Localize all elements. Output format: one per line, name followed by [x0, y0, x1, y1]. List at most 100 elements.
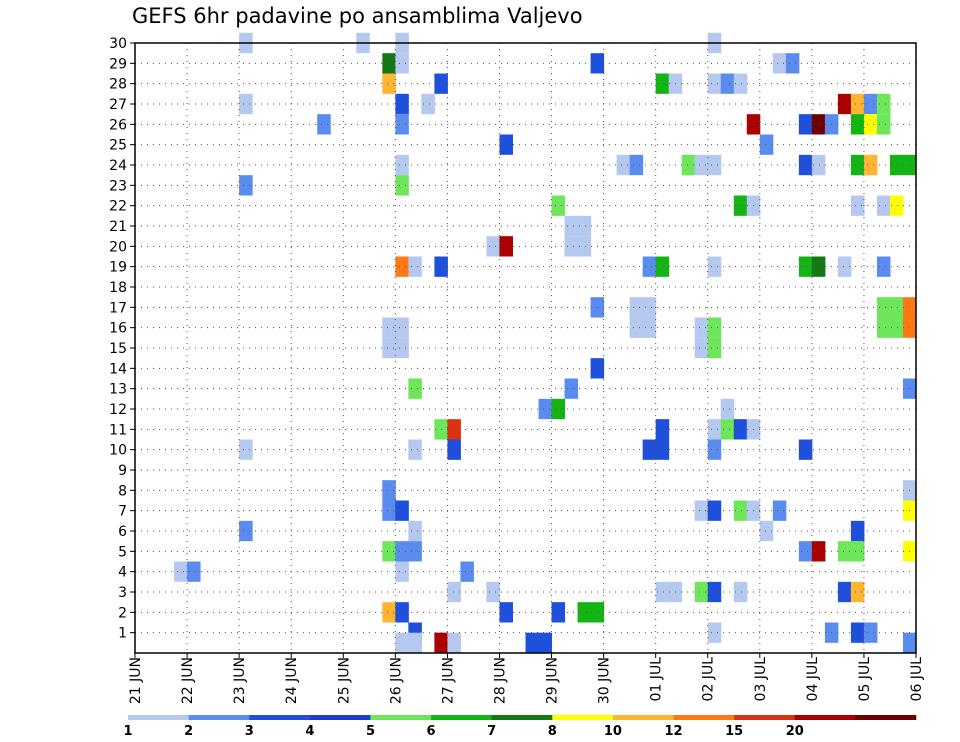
data-cell: [382, 602, 396, 623]
data-cell: [408, 541, 422, 562]
data-cell: [447, 632, 461, 653]
x-tick-label: 26 JUN: [388, 657, 404, 704]
data-cell: [395, 632, 409, 653]
y-tick-label: 3: [118, 585, 127, 601]
colorbar-label: 10: [604, 724, 622, 739]
y-tick-label: 2: [118, 605, 127, 621]
data-cell: [707, 581, 722, 603]
data-cell: [577, 602, 592, 623]
data-cell: [616, 154, 631, 176]
data-cell: [382, 317, 396, 338]
y-tick-label: 14: [109, 361, 127, 377]
data-cell: [837, 256, 852, 277]
data-cell: [499, 134, 513, 155]
data-cell: [850, 520, 865, 542]
data-cell: [486, 236, 500, 257]
data-cell: [564, 236, 579, 257]
x-tick-label: 22 JUN: [180, 657, 196, 704]
data-cell: [694, 581, 709, 603]
y-tick-label: 26: [109, 117, 127, 133]
y-tick-label: 6: [118, 524, 127, 540]
data-cell: [681, 154, 696, 176]
data-cell: [889, 297, 904, 318]
data-cell: [655, 581, 670, 603]
colorbar-label: 15: [725, 724, 743, 739]
data-cell: [577, 215, 592, 237]
x-tick-label: 03 JUL: [753, 657, 769, 702]
data-cell: [733, 419, 748, 440]
x-tick-label: 05 JUL: [857, 657, 873, 702]
data-cell: [876, 297, 891, 318]
data-cell: [733, 73, 748, 94]
colorbar-label: 8: [548, 724, 557, 739]
x-tick-label: 04 JUL: [805, 657, 821, 702]
data-cell: [837, 581, 852, 603]
data-cell: [850, 581, 865, 603]
data-cell: [759, 134, 774, 155]
y-tick-label: 9: [118, 463, 127, 479]
y-tick-label: 5: [118, 544, 127, 560]
data-cell: [863, 154, 878, 176]
data-cell: [902, 632, 917, 653]
data-cell: [629, 297, 644, 318]
y-tick-label: 20: [109, 239, 127, 255]
data-cell: [707, 439, 722, 460]
data-cell: [317, 114, 331, 135]
colorbar-segment: [128, 715, 189, 720]
colorbar-label: 4: [305, 724, 314, 739]
y-tick-label: 4: [118, 565, 127, 581]
data-cell: [395, 53, 409, 74]
data-cell: [707, 337, 722, 359]
data-cell: [551, 398, 566, 420]
y-tick-label: 24: [109, 158, 127, 174]
data-cell: [863, 114, 878, 135]
data-cell: [850, 154, 865, 176]
data-cell: [733, 500, 748, 521]
x-tick-label: 28 JUN: [492, 657, 508, 704]
chart-title: GEFS 6hr padavine po ansamblima Valjevo: [132, 4, 583, 28]
y-tick-label: 28: [109, 77, 127, 93]
colorbar-label: 20: [786, 724, 804, 739]
data-cell: [551, 195, 566, 216]
data-cell: [850, 114, 865, 135]
data-cell: [655, 439, 670, 460]
y-tick-label: 7: [118, 504, 127, 520]
data-cell: [733, 195, 748, 216]
data-cell: [811, 154, 826, 176]
data-cell: [733, 581, 748, 603]
data-cell: [720, 419, 735, 440]
data-cell: [499, 602, 513, 623]
y-tick-label: 21: [109, 219, 127, 235]
colorbar-label: 12: [664, 724, 682, 739]
x-tick-label: 24 JUN: [284, 657, 300, 704]
data-cell: [642, 317, 657, 338]
x-tick-label: 30 JUN: [597, 657, 613, 704]
data-cell: [187, 561, 201, 582]
data-cell: [811, 541, 826, 562]
data-cell: [707, 500, 722, 521]
data-cell: [538, 632, 553, 653]
data-cell: [460, 561, 474, 582]
data-cell: [655, 73, 670, 94]
colorbar-segment: [734, 715, 796, 720]
y-tick-label: 1: [118, 626, 127, 642]
data-cell: [863, 93, 878, 115]
data-cell: [395, 541, 409, 562]
colorbar-segment: [188, 715, 250, 720]
data-cell: [629, 317, 644, 338]
data-cell: [382, 337, 396, 359]
data-cell: [395, 602, 409, 623]
data-cell: [395, 93, 409, 115]
x-tick-label: 02 JUL: [701, 657, 717, 702]
colorbar-label: 3: [245, 724, 254, 739]
colorbar-segment: [673, 715, 735, 720]
y-tick-label: 16: [109, 321, 127, 337]
data-cell: [720, 73, 735, 94]
data-cell: [811, 114, 826, 135]
data-cell: [382, 500, 396, 521]
colorbar-segment: [855, 715, 917, 720]
data-cell: [850, 541, 865, 562]
data-cell: [837, 541, 852, 562]
data-cell: [382, 541, 396, 562]
data-cell: [395, 175, 409, 196]
